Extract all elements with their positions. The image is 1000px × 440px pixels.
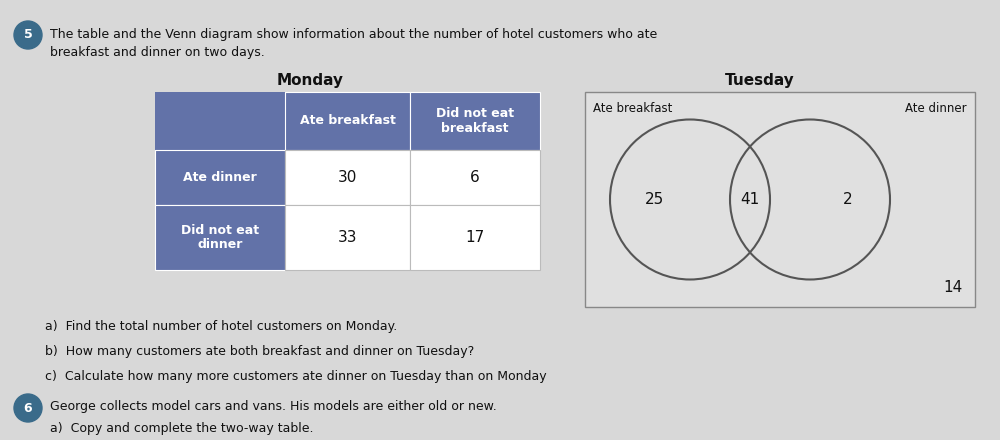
Text: 5: 5 [24, 29, 32, 41]
Text: 25: 25 [645, 192, 665, 207]
Text: 41: 41 [740, 192, 760, 207]
Text: 30: 30 [338, 170, 357, 185]
FancyBboxPatch shape [285, 92, 410, 150]
Text: Monday: Monday [276, 73, 344, 88]
FancyBboxPatch shape [410, 205, 540, 270]
Circle shape [14, 394, 42, 422]
Text: Ate breakfast: Ate breakfast [300, 114, 395, 128]
Text: 17: 17 [465, 230, 485, 245]
Text: Ate dinner: Ate dinner [183, 171, 257, 184]
Text: The table and the Venn diagram show information about the number of hotel custom: The table and the Venn diagram show info… [50, 28, 657, 41]
Text: breakfast and dinner on two days.: breakfast and dinner on two days. [50, 46, 265, 59]
Text: 6: 6 [470, 170, 480, 185]
FancyBboxPatch shape [155, 92, 285, 150]
FancyBboxPatch shape [410, 150, 540, 205]
Circle shape [14, 21, 42, 49]
FancyBboxPatch shape [410, 92, 540, 150]
Text: b)  How many customers ate both breakfast and dinner on Tuesday?: b) How many customers ate both breakfast… [45, 345, 474, 358]
Text: George collects model cars and vans. His models are either old or new.: George collects model cars and vans. His… [50, 400, 497, 413]
Text: 14: 14 [944, 280, 963, 295]
Text: Tuesday: Tuesday [725, 73, 795, 88]
Text: 6: 6 [24, 401, 32, 414]
Text: Did not eat
breakfast: Did not eat breakfast [436, 107, 514, 135]
Text: Ate breakfast: Ate breakfast [593, 102, 672, 115]
Text: Did not eat
dinner: Did not eat dinner [181, 224, 259, 252]
Text: 2: 2 [843, 192, 853, 207]
Text: a)  Find the total number of hotel customers on Monday.: a) Find the total number of hotel custom… [45, 320, 397, 333]
Text: a)  Copy and complete the two-way table.: a) Copy and complete the two-way table. [50, 422, 314, 435]
Text: Ate dinner: Ate dinner [905, 102, 967, 115]
FancyBboxPatch shape [585, 92, 975, 307]
FancyBboxPatch shape [155, 205, 285, 270]
Text: c)  Calculate how many more customers ate dinner on Tuesday than on Monday: c) Calculate how many more customers ate… [45, 370, 547, 383]
Text: 33: 33 [338, 230, 357, 245]
FancyBboxPatch shape [285, 150, 410, 205]
FancyBboxPatch shape [155, 150, 285, 205]
FancyBboxPatch shape [285, 205, 410, 270]
